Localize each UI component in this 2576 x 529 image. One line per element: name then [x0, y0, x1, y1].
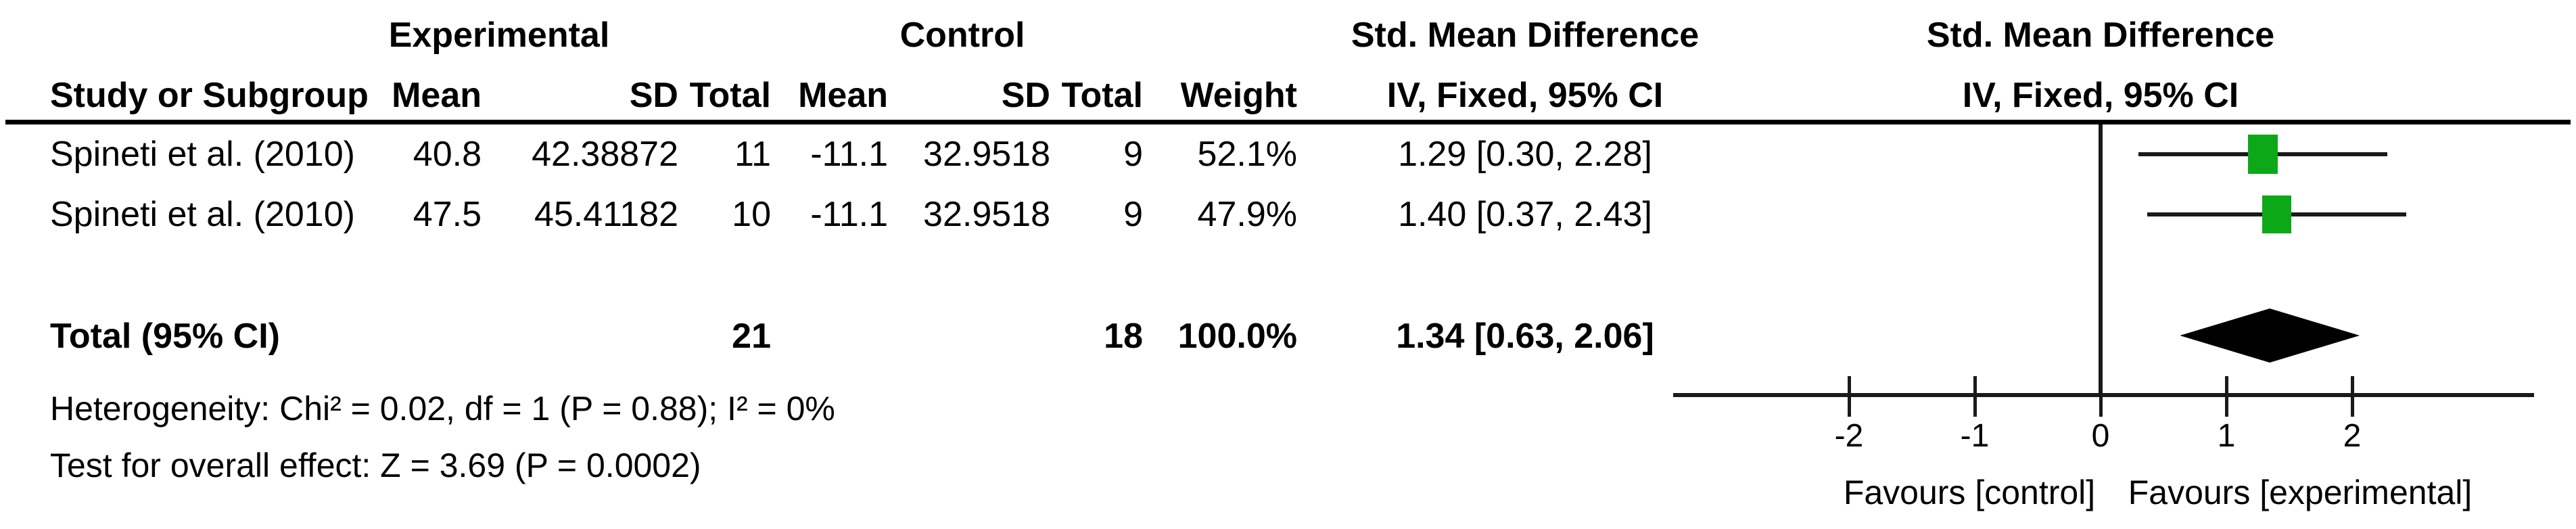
row1-ctl-total: 9 — [1123, 135, 1143, 174]
zero-effect-line — [2099, 124, 2103, 397]
header-exp-mean: Mean — [392, 76, 482, 115]
overall-effect-test: Test for overall effect: Z = 3.69 (P = 0… — [50, 446, 701, 484]
row2-weight: 47.9% — [1197, 195, 1297, 234]
row1-weight: 52.1% — [1197, 135, 1297, 174]
header-ctl-mean: Mean — [798, 76, 888, 115]
axis-tick-label-neg1: -1 — [1960, 418, 1990, 454]
total-label: Total (95% CI) — [50, 317, 280, 356]
header-ctl-sd: SD — [1001, 76, 1050, 115]
row2-exp-sd: 45.41182 — [534, 195, 678, 234]
x-axis-tick — [1848, 376, 1851, 417]
header-iv-fixed-ci-plot: IV, Fixed, 95% CI — [1962, 76, 2239, 115]
header-iv-fixed-ci: IV, Fixed, 95% CI — [1386, 76, 1664, 115]
axis-tick-label-pos1: 1 — [2217, 418, 2236, 454]
header-smd-column: Std. Mean Difference — [1351, 16, 1700, 55]
header-ctl-total: Total — [1061, 76, 1143, 115]
row2-exp-total: 10 — [732, 195, 771, 234]
x-axis-tick — [1973, 376, 1977, 417]
x-axis-tick — [2351, 376, 2354, 417]
row2-study-label: Spineti et al. (2010) — [50, 195, 355, 234]
row1-study-label: Spineti et al. (2010) — [50, 135, 355, 174]
row2-ctl-mean: -11.1 — [810, 195, 888, 234]
header-exp-sd: SD — [629, 76, 678, 115]
x-axis-tick — [2099, 376, 2103, 417]
row1-exp-mean: 40.8 — [413, 135, 482, 174]
row2-ctl-total: 9 — [1123, 195, 1143, 234]
header-smd-plot: Std. Mean Difference — [1926, 16, 2275, 55]
header-exp-total: Total — [689, 76, 771, 115]
axis-tick-label-neg2: -2 — [1834, 418, 1864, 454]
header-control-group: Control — [899, 16, 1025, 55]
heterogeneity-stats: Heterogeneity: Chi² = 0.02, df = 1 (P = … — [50, 390, 835, 428]
row2-ctl-sd: 32.9518 — [923, 195, 1050, 234]
row2-exp-mean: 47.5 — [413, 195, 482, 234]
favours-control-label: Favours [control] — [1843, 474, 2096, 511]
row1-exp-total: 11 — [734, 135, 771, 174]
total-effect-diamond — [2180, 308, 2360, 363]
total-weight: 100.0% — [1177, 317, 1297, 356]
row1-ctl-mean: -11.1 — [810, 135, 888, 174]
study-weight-square — [2262, 196, 2291, 233]
row1-smd-ci: 1.29 [0.30, 2.28] — [1398, 135, 1652, 174]
header-study-or-subgroup: Study or Subgroup — [50, 76, 369, 115]
axis-tick-label-pos2: 2 — [2343, 418, 2362, 454]
study-weight-square — [2247, 135, 2278, 174]
total-smd-ci: 1.34 [0.63, 2.06] — [1396, 317, 1654, 356]
x-axis-tick — [2225, 376, 2228, 417]
x-axis-line — [1673, 393, 2534, 397]
row1-exp-sd: 42.38872 — [532, 135, 678, 174]
axis-tick-label-zero: 0 — [2091, 418, 2110, 454]
favours-experimental-label: Favours [experimental] — [2128, 474, 2473, 511]
header-weight: Weight — [1180, 76, 1297, 115]
row1-ctl-sd: 32.9518 — [923, 135, 1050, 174]
row2-smd-ci: 1.40 [0.37, 2.43] — [1398, 195, 1652, 234]
total-exp-total: 21 — [732, 317, 771, 356]
header-divider-rule — [5, 120, 2571, 124]
total-ctl-total: 18 — [1104, 317, 1143, 356]
header-experimental-group: Experimental — [388, 16, 610, 55]
